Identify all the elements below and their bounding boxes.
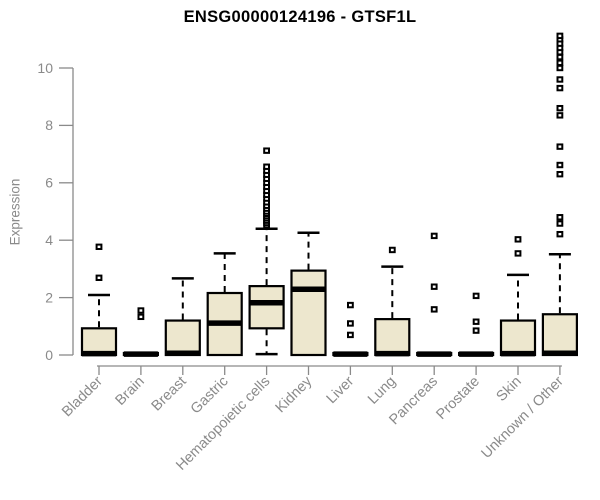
outlier-marker-brain	[137, 313, 145, 321]
outlier-marker-prostate	[472, 318, 480, 325]
y-tick-label: 10	[37, 60, 53, 76]
outlier-marker-lung	[388, 246, 396, 254]
x-category-label: Liver	[324, 373, 358, 407]
box-kidney	[290, 269, 327, 357]
box-unknown-other	[541, 313, 579, 357]
outlier-marker-hematopoietic-cells	[263, 147, 271, 154]
x-category-label: Lung	[365, 374, 399, 408]
x-category-label: Skin	[494, 374, 525, 405]
outlier-marker-unknown-other	[556, 53, 564, 61]
outlier-marker-hematopoietic-cells	[263, 163, 271, 170]
outlier-marker-brain	[137, 307, 145, 314]
y-tick-label: 6	[45, 175, 53, 191]
outlier-marker-prostate	[472, 327, 480, 334]
outlier-marker-unknown-other	[556, 84, 564, 92]
y-tick-label: 4	[45, 232, 53, 248]
outlier-marker-unknown-other	[556, 112, 564, 119]
y-tick-label: 8	[45, 117, 53, 133]
outlier-marker-unknown-other	[556, 32, 564, 40]
y-tick-label: 2	[45, 289, 53, 305]
x-category-label: Bladder	[59, 373, 106, 420]
outlier-marker-unknown-other	[556, 161, 564, 169]
x-category-label: Prostate	[433, 374, 482, 423]
outlier-marker-skin	[514, 250, 522, 257]
outlier-marker-unknown-other	[556, 220, 564, 227]
outlier-marker-liver	[347, 301, 354, 309]
box-skin	[499, 319, 537, 357]
outlier-marker-unknown-other	[556, 59, 564, 67]
outlier-marker-skin	[514, 236, 522, 243]
box-hematopoietic-cells	[248, 285, 285, 330]
outlier-marker-unknown-other	[556, 104, 564, 112]
y-tick-label: 0	[45, 347, 53, 363]
outlier-marker-unknown-other	[556, 76, 564, 83]
outlier-marker-prostate	[472, 292, 480, 300]
outlier-marker-unknown-other	[556, 230, 564, 238]
outlier-marker-pancreas	[430, 306, 438, 313]
x-category-label: Brain	[112, 374, 147, 409]
box-lung	[374, 318, 411, 357]
outlier-marker-unknown-other	[556, 143, 564, 150]
y-axis-label: Expression	[7, 178, 23, 246]
outlier-marker-pancreas	[430, 283, 438, 290]
outlier-marker-bladder	[95, 274, 103, 281]
box-bladder	[80, 327, 118, 357]
outlier-marker-unknown-other	[556, 64, 564, 72]
x-category-label: Kidney	[273, 373, 316, 416]
outlier-marker-liver	[347, 320, 354, 327]
outlier-marker-pancreas	[430, 232, 438, 240]
outlier-marker-unknown-other	[556, 170, 564, 178]
outlier-marker-bladder	[95, 243, 103, 251]
box-breast	[164, 319, 201, 357]
outlier-marker-unknown-other	[556, 214, 564, 221]
outlier-marker-liver	[347, 331, 354, 339]
x-category-label: Breast	[149, 374, 190, 415]
chart-title: ENSG00000124196 - GTSF1L	[183, 8, 417, 26]
